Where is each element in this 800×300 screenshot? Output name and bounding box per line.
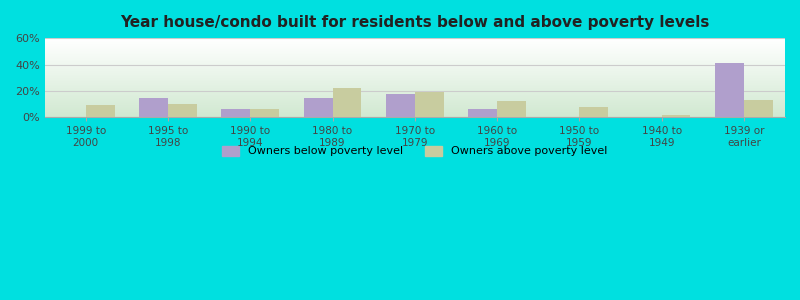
Bar: [662, 115, 690, 117]
Bar: [139, 98, 168, 117]
Bar: [250, 110, 279, 117]
Bar: [168, 104, 197, 117]
Bar: [222, 110, 250, 117]
Bar: [497, 101, 526, 117]
Bar: [744, 100, 773, 117]
Title: Year house/condo built for residents below and above poverty levels: Year house/condo built for residents bel…: [120, 15, 710, 30]
Bar: [579, 107, 608, 117]
Bar: [468, 110, 497, 117]
Bar: [715, 63, 744, 117]
Bar: [333, 88, 362, 117]
Bar: [415, 92, 443, 117]
Bar: [304, 98, 333, 117]
Bar: [386, 94, 415, 117]
Legend: Owners below poverty level, Owners above poverty level: Owners below poverty level, Owners above…: [218, 141, 612, 161]
Bar: [86, 106, 114, 117]
